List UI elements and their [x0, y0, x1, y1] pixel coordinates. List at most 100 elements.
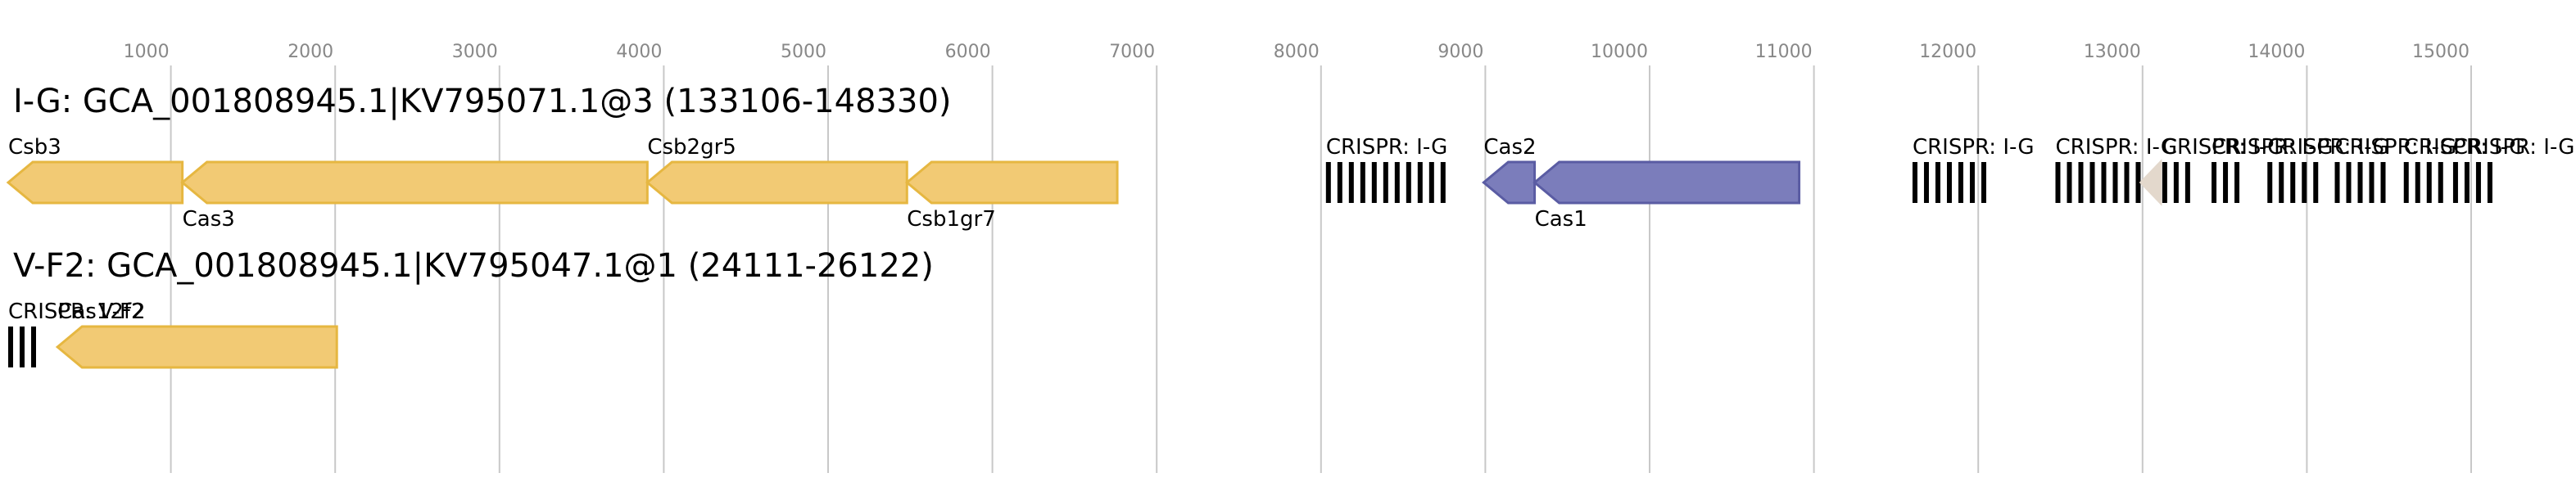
- crispr-spacer: [1406, 162, 1411, 203]
- feature-label: Cas12f2: [57, 300, 144, 324]
- crispr-array: [2267, 162, 2319, 203]
- crispr-array: [8, 327, 37, 367]
- crispr-spacer: [2279, 162, 2284, 203]
- gene-arrow: [2139, 159, 2162, 206]
- tick-label: 9000: [1437, 42, 1483, 62]
- feature-label: CRISPR: I-G: [2335, 135, 2457, 160]
- crispr-spacer: [2357, 162, 2363, 203]
- tick-label: 8000: [1274, 42, 1320, 62]
- feature-label: CRISPR: I-G: [2453, 135, 2575, 160]
- crispr-spacer: [2426, 162, 2432, 203]
- crispr-spacer: [2369, 162, 2375, 203]
- crispr-spacer: [2452, 162, 2458, 203]
- tick-label: 7000: [1109, 42, 1155, 62]
- gene-arrow: [645, 160, 908, 205]
- gene-arrow: [180, 160, 649, 205]
- crispr-spacer: [2135, 162, 2141, 203]
- crispr-spacer: [2487, 162, 2492, 203]
- crispr-spacer: [2212, 162, 2217, 203]
- crispr-spacer: [1912, 162, 1917, 203]
- crispr-spacer: [2184, 162, 2190, 203]
- feature-label: CRISPR: V-F2: [8, 300, 146, 324]
- tick-label: 10000: [1591, 42, 1648, 62]
- gene-arrow: [6, 160, 184, 205]
- crispr-spacer: [2438, 162, 2443, 203]
- crispr-spacer: [2415, 162, 2420, 203]
- feature-label: Cas2: [1483, 135, 1536, 160]
- track-title: V-F2: GCA_001808945.1|KV795047.1@1 (2411…: [13, 247, 934, 285]
- crispr-spacer: [2380, 162, 2386, 203]
- feature-label: CRISPR: I-G: [2212, 135, 2334, 160]
- crispr-spacer: [1969, 162, 1975, 203]
- crispr-array: [2162, 162, 2190, 203]
- crispr-spacer: [1383, 162, 1388, 203]
- crispr-spacer: [2112, 162, 2118, 203]
- crispr-array: [2212, 162, 2240, 203]
- tick-label: 11000: [1755, 42, 1813, 62]
- tick-label: 14000: [2248, 42, 2305, 62]
- crispr-array: [2452, 162, 2492, 203]
- crispr-spacer: [2089, 162, 2095, 203]
- crispr-array: [2055, 162, 2141, 203]
- tick-label: 15000: [2412, 42, 2470, 62]
- crispr-spacer: [2403, 162, 2409, 203]
- crispr-spacer: [2055, 162, 2061, 203]
- crispr-array: [1325, 162, 1446, 203]
- crispr-spacer: [1428, 162, 1434, 203]
- feature-label: Csb2gr5: [647, 135, 736, 160]
- crispr-spacer: [2313, 162, 2319, 203]
- gene-arrow: [904, 160, 1119, 205]
- feature-label: Csb1gr7: [907, 207, 995, 232]
- crispr-spacer: [2162, 162, 2167, 203]
- feature-label: CRISPR: I-G: [2267, 135, 2389, 160]
- crispr-spacer: [2101, 162, 2107, 203]
- crispr-spacer: [1348, 162, 1354, 203]
- crispr-spacer: [1946, 162, 1952, 203]
- tick-label: 12000: [1919, 42, 1976, 62]
- crispr-spacer: [2234, 162, 2240, 203]
- crispr-spacer: [1337, 162, 1342, 203]
- crispr-spacer: [2464, 162, 2470, 203]
- crispr-array: [1912, 162, 1986, 203]
- tick-label: 13000: [2084, 42, 2141, 62]
- gene-arrow: [55, 325, 338, 369]
- crispr-spacer: [20, 327, 25, 367]
- crispr-spacer: [2173, 162, 2179, 203]
- crispr-spacer: [2334, 162, 2340, 203]
- crispr-spacer: [2067, 162, 2072, 203]
- gene-arrow: [1532, 160, 1801, 205]
- crispr-spacer: [1440, 162, 1446, 203]
- crispr-spacer: [1360, 162, 1365, 203]
- crispr-spacer: [1417, 162, 1423, 203]
- tick-label: 4000: [616, 42, 662, 62]
- feature-label: CRISPR: I-G: [2404, 135, 2526, 160]
- crispr-spacer: [1958, 162, 1963, 203]
- crispr-spacer: [1394, 162, 1400, 203]
- crispr-spacer: [31, 327, 37, 367]
- crispr-spacer: [2078, 162, 2084, 203]
- crispr-spacer: [1935, 162, 1940, 203]
- feature-label: Cas1: [1535, 207, 1587, 232]
- crispr-spacer: [2267, 162, 2273, 203]
- crispr-spacer: [8, 327, 14, 367]
- crispr-spacer: [2290, 162, 2296, 203]
- crispr-spacer: [2223, 162, 2229, 203]
- gene-arrow: [1482, 160, 1537, 205]
- feature-label: CRISPR: I-G: [1913, 135, 2035, 160]
- feature-label: CRISPR: I-G: [2055, 135, 2177, 160]
- crispr-spacer: [1981, 162, 1986, 203]
- crispr-spacer: [1325, 162, 1331, 203]
- crispr-spacer: [2124, 162, 2130, 203]
- feature-label: CRISPR: I-G: [2162, 135, 2284, 160]
- tick-label: 6000: [945, 42, 991, 62]
- feature-label: Csb3: [8, 135, 61, 160]
- tick-label: 1000: [124, 42, 170, 62]
- crispr-spacer: [2475, 162, 2481, 203]
- crispr-array: [2334, 162, 2386, 203]
- crispr-spacer: [1371, 162, 1377, 203]
- crispr-spacer: [1923, 162, 1929, 203]
- crispr-spacer: [2346, 162, 2352, 203]
- tick-label: 2000: [287, 42, 333, 62]
- track-title: I-G: GCA_001808945.1|KV795071.1@3 (13310…: [13, 83, 952, 120]
